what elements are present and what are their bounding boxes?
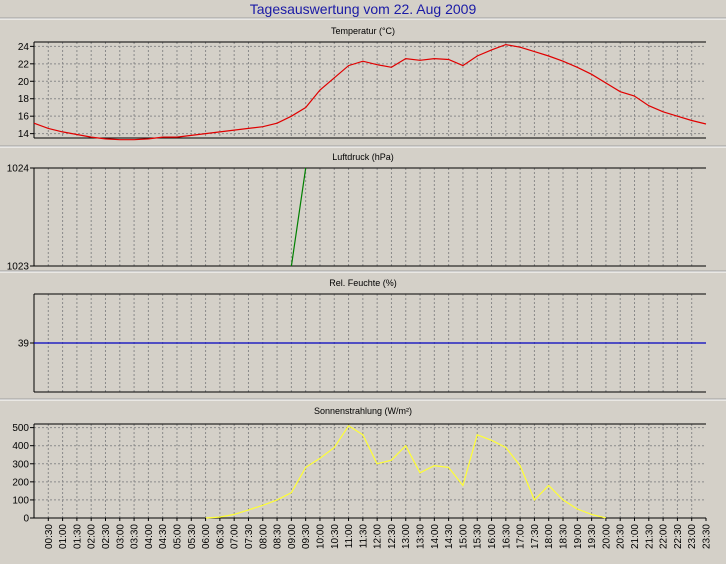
x-tick-label: 10:30 <box>330 524 341 549</box>
x-tick-label: 08:30 <box>273 524 284 549</box>
x-tick-label: 12:00 <box>373 524 384 549</box>
x-tick-label: 07:30 <box>244 524 255 549</box>
x-tick-label: 07:00 <box>230 524 241 549</box>
y-tick-label: 20 <box>18 77 30 88</box>
page-title: Tagesauswertung vom 22. Aug 2009 <box>249 1 477 17</box>
x-tick-label: 13:00 <box>401 524 412 549</box>
series-line <box>205 424 607 519</box>
x-tick-label: 22:30 <box>673 524 684 549</box>
chart-panel-4: Sonnenstrahlung (W/m²) 0 100 200 300 400 500 <box>0 398 726 525</box>
x-tick-label: 14:30 <box>444 524 455 549</box>
x-tick-label: 01:30 <box>72 524 83 549</box>
y-tick-label: 18 <box>18 94 30 105</box>
chart-panel-1: Temperatur (°C) 14 16 18 20 22 24 <box>0 17 726 141</box>
y-tick-label: 39 <box>18 339 30 350</box>
y-tick-label: 1023 <box>7 262 30 273</box>
y-tick-label: 400 <box>12 441 29 452</box>
chart-title: Luftdruck (hPa) <box>332 152 394 162</box>
x-tick-label: 09:30 <box>301 524 312 549</box>
y-tick-label: 100 <box>12 495 29 506</box>
y-tick-label: 300 <box>12 459 29 470</box>
chart-panel-2: Luftdruck (hPa) 1023 1024 <box>0 145 726 273</box>
y-tick-label: 14 <box>18 129 30 140</box>
x-tick-label: 23:30 <box>702 524 713 549</box>
x-tick-label: 03:00 <box>115 524 126 549</box>
x-tick-label: 19:30 <box>587 524 598 549</box>
series-line <box>33 43 707 141</box>
x-tick-label: 14:00 <box>430 524 441 549</box>
x-tick-label: 06:30 <box>215 524 226 549</box>
x-tick-label: 18:30 <box>559 524 570 549</box>
chart-title: Sonnenstrahlung (W/m²) <box>314 406 412 416</box>
y-tick-label: 16 <box>18 112 30 123</box>
x-tick-labels: 00:30 01:00 01:30 02:00 02:30 03:00 03:30 04:00… <box>44 518 713 549</box>
x-tick-label: 02:00 <box>87 524 98 549</box>
x-tick-label: 17:30 <box>530 524 541 549</box>
x-tick-label: 16:00 <box>487 524 498 549</box>
x-tick-label: 10:00 <box>316 524 327 549</box>
x-tick-label: 13:30 <box>416 524 427 549</box>
y-tick-label: 500 <box>12 423 29 434</box>
y-tick-label: 24 <box>18 42 30 53</box>
x-tick-label: 21:30 <box>644 524 655 549</box>
series-line <box>290 167 307 267</box>
x-tick-label: 17:00 <box>516 524 527 549</box>
x-tick-label: 05:00 <box>173 524 184 549</box>
x-tick-label: 16:30 <box>501 524 512 549</box>
x-tick-label: 11:00 <box>344 524 355 549</box>
x-tick-label: 04:00 <box>144 524 155 549</box>
x-tick-label: 11:30 <box>358 524 369 549</box>
x-tick-label: 18:00 <box>544 524 555 549</box>
x-tick-label: 02:30 <box>101 524 112 549</box>
chart-title: Rel. Feuchte (%) <box>329 278 397 288</box>
x-tick-label: 15:00 <box>458 524 469 549</box>
x-tick-label: 03:30 <box>130 524 141 549</box>
x-tick-label: 00:30 <box>44 524 55 549</box>
y-tick-label: 1024 <box>7 164 30 175</box>
x-tick-label: 20:00 <box>601 524 612 549</box>
x-tick-label: 06:00 <box>201 524 212 549</box>
x-tick-label: 01:00 <box>58 524 69 549</box>
x-tick-label: 05:30 <box>187 524 198 549</box>
x-tick-label: 04:30 <box>158 524 169 549</box>
x-tick-label: 19:00 <box>573 524 584 549</box>
chart-panel-3: Rel. Feuchte (%) 39 <box>0 270 726 393</box>
x-tick-label: 23:00 <box>687 524 698 549</box>
y-tick-label: 0 <box>23 514 29 525</box>
x-tick-label: 20:30 <box>616 524 627 549</box>
x-tick-label: 21:00 <box>630 524 641 549</box>
x-tick-label: 15:30 <box>473 524 484 549</box>
x-tick-label: 22:00 <box>659 524 670 549</box>
x-tick-label: 09:00 <box>287 524 298 549</box>
x-tick-label: 12:30 <box>387 524 398 549</box>
x-tick-label: 08:00 <box>258 524 269 549</box>
y-tick-label: 200 <box>12 477 29 488</box>
y-tick-label: 22 <box>18 59 30 70</box>
chart-title: Temperatur (°C) <box>331 26 395 36</box>
